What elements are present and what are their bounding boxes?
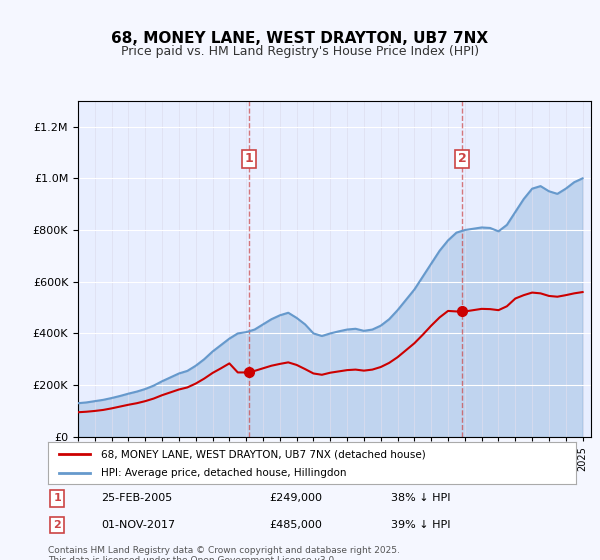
Text: 38% ↓ HPI: 38% ↓ HPI xyxy=(391,493,451,503)
Text: 1: 1 xyxy=(53,493,61,503)
Text: 2: 2 xyxy=(458,152,466,165)
Text: 68, MONEY LANE, WEST DRAYTON, UB7 7NX: 68, MONEY LANE, WEST DRAYTON, UB7 7NX xyxy=(112,31,488,46)
Text: 39% ↓ HPI: 39% ↓ HPI xyxy=(391,520,451,530)
Text: HPI: Average price, detached house, Hillingdon: HPI: Average price, detached house, Hill… xyxy=(101,468,346,478)
Text: 2: 2 xyxy=(53,520,61,530)
Text: £249,000: £249,000 xyxy=(270,493,323,503)
Text: 68, MONEY LANE, WEST DRAYTON, UB7 7NX (detached house): 68, MONEY LANE, WEST DRAYTON, UB7 7NX (d… xyxy=(101,449,425,459)
Text: Price paid vs. HM Land Registry's House Price Index (HPI): Price paid vs. HM Land Registry's House … xyxy=(121,45,479,58)
Text: 1: 1 xyxy=(244,152,253,165)
Text: Contains HM Land Registry data © Crown copyright and database right 2025.
This d: Contains HM Land Registry data © Crown c… xyxy=(48,546,400,560)
Text: 01-NOV-2017: 01-NOV-2017 xyxy=(101,520,175,530)
Text: 25-FEB-2005: 25-FEB-2005 xyxy=(101,493,172,503)
Text: £485,000: £485,000 xyxy=(270,520,323,530)
